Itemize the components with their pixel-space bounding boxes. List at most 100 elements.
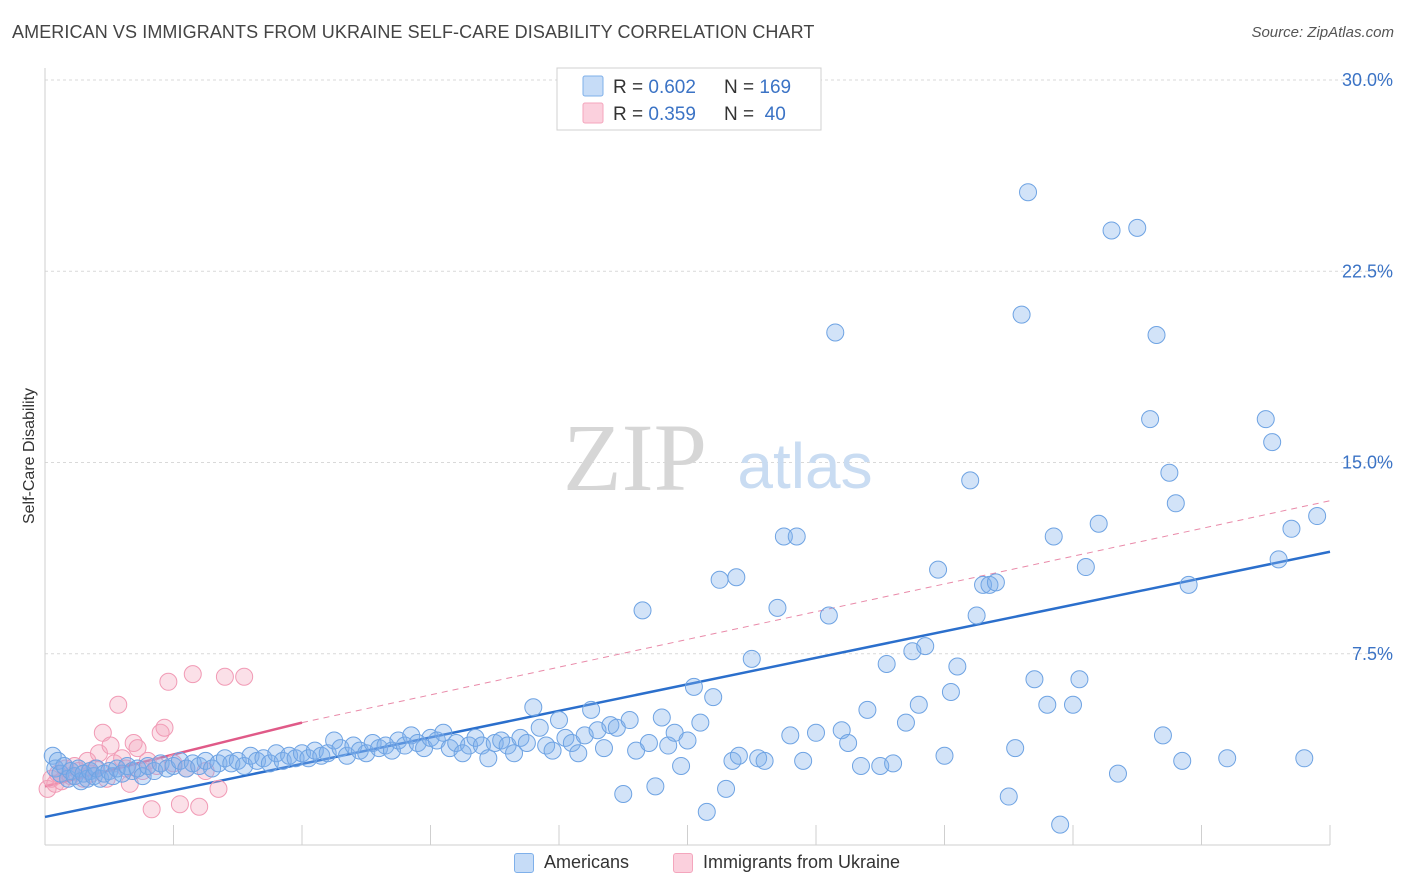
- point-ukraine: [155, 718, 174, 737]
- point-americans: [781, 726, 800, 745]
- point-ukraine: [183, 665, 202, 684]
- point-americans: [1263, 433, 1282, 452]
- point-ukraine: [101, 736, 120, 755]
- point-americans: [1006, 739, 1025, 758]
- axes: [44, 68, 1331, 846]
- point-americans: [652, 708, 671, 727]
- point-americans: [755, 751, 774, 770]
- point-americans: [967, 606, 986, 625]
- point-americans: [961, 471, 980, 490]
- point-americans: [530, 718, 549, 737]
- point-americans: [710, 570, 729, 589]
- trend-line-ukraine-extended: [301, 500, 1331, 724]
- point-americans: [1256, 410, 1275, 429]
- point-americans: [646, 777, 665, 796]
- point-americans: [582, 700, 601, 719]
- point-americans: [1012, 305, 1031, 324]
- point-americans: [1038, 695, 1057, 714]
- point-americans: [620, 711, 639, 730]
- point-americans: [1218, 749, 1237, 768]
- point-americans: [133, 767, 152, 786]
- point-americans: [550, 711, 568, 730]
- point-americans: [1025, 670, 1044, 689]
- point-americans: [826, 323, 845, 342]
- legend-item-ukraine: Immigrants from Ukraine: [673, 852, 900, 873]
- point-americans: [594, 739, 613, 758]
- point-americans: [1179, 575, 1198, 594]
- y-axis-label: Self-Care Disability: [21, 388, 38, 524]
- point-americans: [851, 756, 870, 775]
- point-americans: [1108, 764, 1127, 783]
- point-americans: [794, 751, 813, 770]
- point-americans: [543, 741, 562, 760]
- point-americans: [1019, 183, 1038, 202]
- legend-swatch-americans: [514, 852, 534, 873]
- point-americans: [1128, 218, 1147, 237]
- point-ukraine: [235, 667, 254, 686]
- point-americans: [107, 759, 126, 778]
- legend-label-americans: Americans: [544, 852, 630, 872]
- watermark-atlas: atlas: [737, 430, 872, 502]
- point-americans: [434, 723, 453, 742]
- stats-legend: R = 0.602 N = 169 R = 0.359 N = 40: [556, 67, 822, 131]
- point-americans: [819, 606, 838, 625]
- tick-labels: 7.5%15.0%22.5%30.0%0.0%100.0%: [1342, 70, 1393, 664]
- point-americans: [1166, 494, 1185, 513]
- point-americans: [691, 713, 710, 732]
- point-americans: [524, 698, 543, 717]
- point-americans: [639, 734, 658, 752]
- y-tick-label-0: 7.5%: [1352, 644, 1393, 664]
- legend-item-americans: Americans: [514, 852, 629, 873]
- point-americans: [909, 695, 928, 714]
- point-ukraine: [142, 800, 161, 819]
- stats-row-ukraine: R = 0.359 N = 40: [613, 104, 786, 125]
- point-americans: [1308, 507, 1327, 526]
- point-americans: [916, 637, 935, 656]
- point-americans: [569, 744, 588, 763]
- legend-swatch-ukraine: [673, 852, 693, 873]
- point-americans: [460, 736, 479, 755]
- point-americans: [505, 744, 524, 763]
- point-americans: [697, 802, 716, 821]
- point-americans: [684, 677, 703, 696]
- point-americans: [1147, 326, 1166, 344]
- stats-swatch-ukraine: [582, 102, 604, 124]
- point-americans: [704, 688, 723, 707]
- point-americans: [787, 527, 806, 546]
- point-americans: [877, 654, 896, 673]
- point-americans: [325, 731, 344, 750]
- point-ukraine: [209, 779, 228, 798]
- point-americans: [839, 734, 858, 752]
- point-americans: [614, 785, 633, 803]
- point-ukraine: [190, 797, 209, 816]
- point-americans: [896, 713, 915, 732]
- point-americans: [774, 527, 793, 546]
- point-americans: [517, 734, 536, 752]
- point-americans: [929, 560, 948, 579]
- watermark-zip: ZIP: [563, 404, 707, 511]
- y-tick-label-3: 30.0%: [1342, 70, 1393, 90]
- point-americans: [1153, 726, 1172, 745]
- point-americans: [999, 787, 1018, 806]
- source-label: Source: ZipAtlas.com: [1251, 24, 1394, 41]
- point-americans: [1160, 463, 1179, 482]
- scatter-chart: ZIP atlas Self-Care Disability 7.5% 15.0%…: [21, 67, 1393, 846]
- point-americans: [729, 746, 748, 765]
- point-americans: [453, 744, 472, 763]
- point-americans: [1295, 749, 1314, 768]
- point-americans: [118, 756, 137, 775]
- point-ukraine: [215, 667, 234, 686]
- y-tick-label-1: 15.0%: [1342, 453, 1393, 473]
- point-americans: [1044, 527, 1063, 546]
- chart-title: AMERICAN VS IMMIGRANTS FROM UKRAINE SELF…: [12, 22, 815, 42]
- point-americans: [742, 649, 761, 668]
- point-americans: [1070, 670, 1089, 689]
- point-americans: [727, 568, 746, 587]
- point-ukraine: [170, 795, 189, 814]
- point-ukraine: [159, 672, 178, 691]
- point-americans: [1102, 221, 1121, 240]
- point-americans: [1282, 519, 1301, 538]
- series-legend: Americans Immigrants from Ukraine: [0, 850, 1406, 878]
- point-americans: [1173, 751, 1192, 770]
- point-americans: [884, 754, 903, 773]
